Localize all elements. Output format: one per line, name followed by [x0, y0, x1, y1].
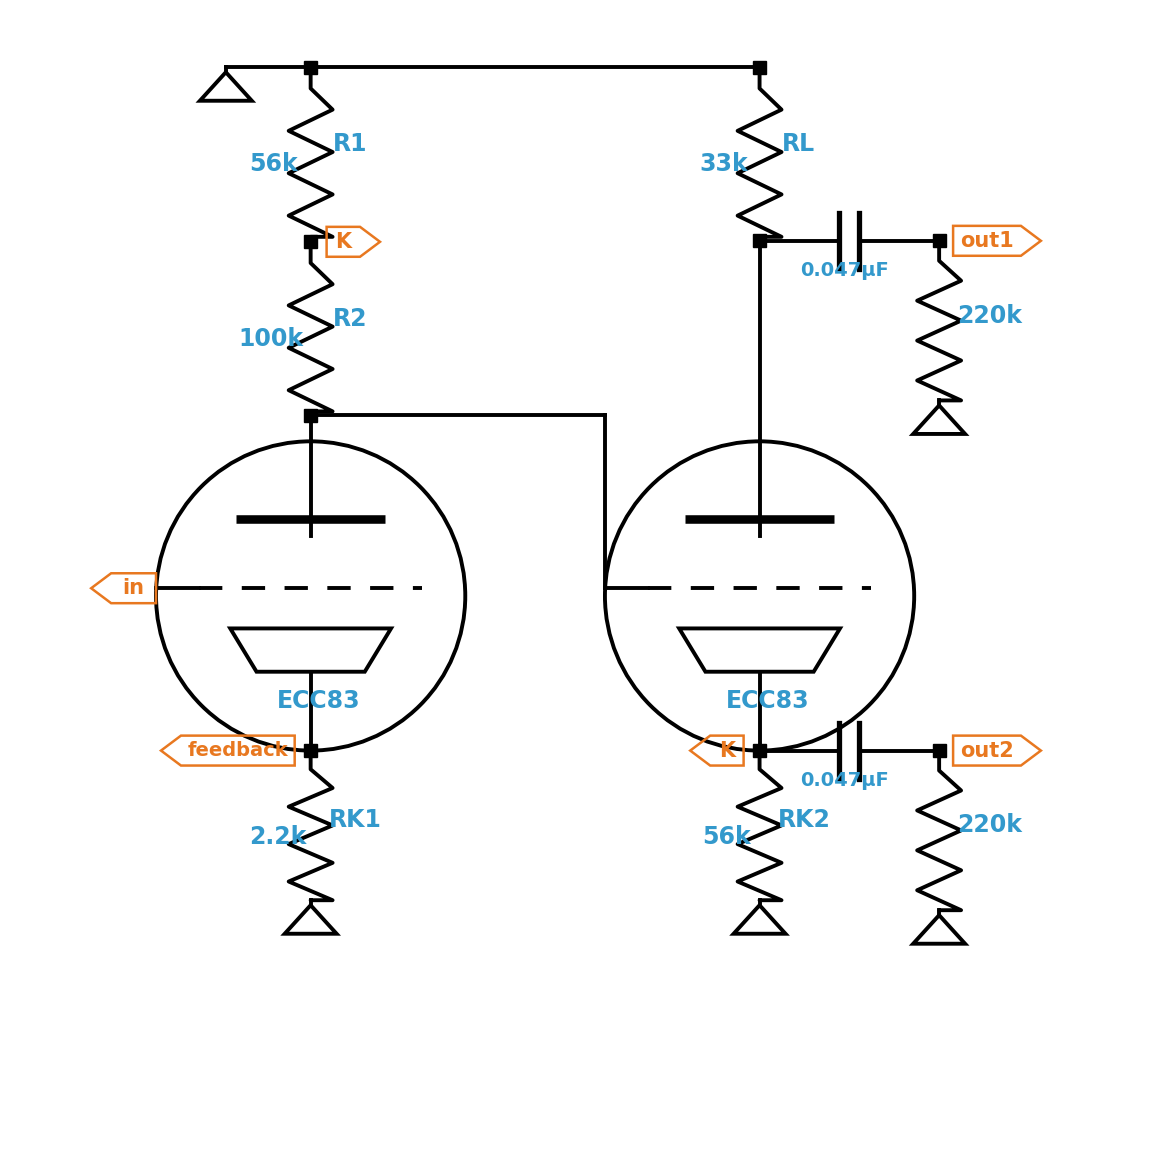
Bar [304, 744, 318, 757]
Text: feedback: feedback [188, 741, 289, 761]
Bar [304, 61, 318, 74]
Text: ECC83: ECC83 [726, 689, 809, 713]
Text: out2: out2 [960, 741, 1014, 761]
Text: RK1: RK1 [329, 808, 381, 832]
Text: RL: RL [781, 132, 815, 156]
Text: R1: R1 [333, 132, 367, 156]
Bar [933, 744, 946, 757]
Text: 0.047μF: 0.047μF [800, 261, 889, 280]
Text: 56k: 56k [249, 151, 298, 176]
Text: ECC83: ECC83 [277, 689, 360, 713]
Text: RK2: RK2 [778, 808, 830, 832]
Bar [304, 409, 318, 422]
Text: 56k: 56k [701, 825, 751, 850]
Text: R2: R2 [333, 306, 367, 331]
Text: 100k: 100k [239, 327, 304, 350]
Text: K: K [719, 741, 735, 761]
Text: 220k: 220k [957, 814, 1022, 837]
Bar [753, 61, 766, 74]
Text: K: K [335, 232, 351, 252]
Text: in: in [123, 578, 145, 598]
Bar [933, 235, 946, 247]
Text: 2.2k: 2.2k [249, 825, 306, 850]
Bar [753, 744, 766, 757]
Text: 220k: 220k [957, 304, 1022, 327]
Text: 0.047μF: 0.047μF [800, 771, 889, 790]
Text: 33k: 33k [700, 151, 749, 176]
Text: out1: out1 [960, 231, 1014, 251]
Bar [304, 236, 318, 249]
Bar [753, 235, 766, 247]
